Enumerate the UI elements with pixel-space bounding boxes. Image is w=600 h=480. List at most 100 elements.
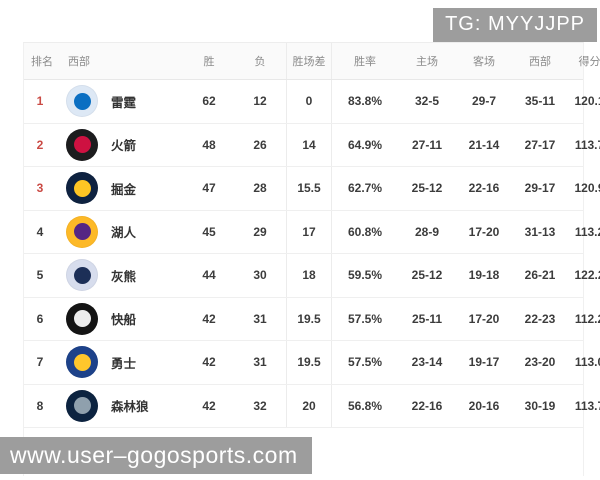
timberwolves-logo-inner	[73, 397, 91, 415]
rockets-logo-inner	[73, 136, 91, 154]
team-row-湖人[interactable]: 4 湖人 45 29 17 60.8% 28-9 17-20 31-13 113.2	[24, 210, 600, 254]
header-cell-losses: 负	[254, 56, 266, 68]
rank-cell: 3	[36, 181, 44, 196]
wins-cell: 44	[202, 268, 216, 283]
points-cell: 113.7	[574, 398, 600, 413]
points-cell: 122.2	[574, 268, 600, 283]
nuggets-logo-inner	[73, 179, 91, 197]
west-record-cell: 27-17	[524, 137, 556, 152]
losses-cell: 30	[253, 268, 267, 283]
wins-cell: 48	[202, 137, 216, 152]
losses-cell: 28	[253, 181, 267, 196]
team-name: 湖人	[111, 226, 137, 241]
home-record-cell: 32-5	[414, 94, 440, 109]
points-cell: 112.2	[574, 311, 600, 326]
wins-cell: 47	[202, 181, 216, 196]
team-row-快船[interactable]: 6 快船 42 31 19.5 57.5% 25-11 17-20 22-23 112.2	[24, 297, 600, 341]
games-behind-cell: 0	[286, 80, 332, 123]
home-record-cell: 25-11	[411, 311, 443, 326]
win-pct-cell: 60.8%	[347, 224, 383, 239]
team-cell: 湖人	[56, 215, 184, 248]
clippers-logo-inner	[73, 310, 91, 328]
losses-cell: 12	[253, 94, 267, 109]
games-behind-cell: 17	[286, 210, 332, 253]
rank-cell: 6	[36, 311, 44, 326]
nuggets-logo	[66, 172, 98, 205]
rank-cell: 8	[36, 398, 44, 413]
west-record-cell: 30-19	[524, 398, 556, 413]
points-cell: 120.9	[574, 181, 600, 196]
points-cell: 113.0	[574, 355, 600, 370]
losses-cell: 31	[253, 355, 267, 370]
header-cell-home: 主场	[416, 56, 438, 68]
team-row-勇士[interactable]: 7 勇士 42 31 19.5 57.5% 23-14 19-17 23-20 113.0	[24, 341, 600, 385]
wins-cell: 42	[202, 398, 216, 413]
wins-cell: 45	[202, 224, 216, 239]
home-record-cell: 23-14	[411, 355, 443, 370]
header-cell-team: 西部	[68, 56, 90, 68]
header-cell-pts: 得分	[578, 56, 600, 68]
home-record-cell: 22-16	[411, 398, 443, 413]
clippers-logo	[66, 302, 98, 335]
grizzlies-logo	[66, 259, 98, 292]
win-pct-cell: 64.9%	[347, 137, 383, 152]
wins-cell: 42	[202, 311, 216, 326]
games-behind-cell: 19.5	[286, 341, 332, 384]
team-name: 森林狼	[111, 400, 149, 415]
team-row-森林狼[interactable]: 8 森林狼 42 32 20 56.8% 22-16 20-16 30-19 113.7	[24, 384, 600, 428]
win-pct-cell: 83.8%	[347, 94, 383, 109]
games-behind-cell: 15.5	[286, 167, 332, 210]
rockets-logo	[66, 128, 98, 161]
win-pct-cell: 57.5%	[347, 355, 383, 370]
win-pct-cell: 56.8%	[347, 398, 383, 413]
away-record-cell: 22-16	[468, 181, 500, 196]
west-record-cell: 35-11	[524, 94, 556, 109]
team-row-掘金[interactable]: 3 掘金 47 28 15.5 62.7% 25-12 22-16 29-17 120.9	[24, 167, 600, 211]
header-cell-gb: 胜场差	[286, 43, 332, 79]
standings-rows: 1雷霆6212083.8%32-529-735-11120.12火箭482614…	[24, 80, 600, 428]
lakers-logo-inner	[73, 223, 91, 241]
rank-cell: 5	[36, 268, 44, 283]
rank-cell: 2	[36, 137, 44, 152]
away-record-cell: 19-17	[468, 355, 500, 370]
timberwolves-logo	[66, 389, 98, 422]
tg-badge: TG: MYYJJPP	[433, 8, 597, 42]
away-record-cell: 19-18	[468, 268, 500, 283]
team-name: 雷霆	[111, 95, 137, 110]
points-cell: 120.1	[574, 94, 600, 109]
team-row-灰熊[interactable]: 5 灰熊 44 30 18 59.5% 25-12 19-18 26-21 122.2	[24, 254, 600, 298]
thunder-logo-inner	[73, 92, 91, 110]
header-cell-away: 客场	[473, 56, 495, 68]
lakers-logo	[66, 215, 98, 248]
win-pct-cell: 62.7%	[347, 181, 383, 196]
standings-table: 排名 西部胜负胜场差 胜率 主场 客场 西部 得分 1 雷霆 62 12 0 83.8% 32-5 29-…	[23, 42, 600, 476]
team-name: 火箭	[111, 139, 137, 154]
team-cell: 火箭	[56, 128, 184, 161]
grizzlies-logo-inner	[73, 266, 91, 284]
wins-cell: 62	[202, 94, 216, 109]
header-cell-west: 西部	[529, 56, 551, 68]
team-cell: 灰熊	[56, 259, 184, 292]
games-behind-cell: 20	[286, 384, 332, 427]
home-record-cell: 28-9	[414, 224, 440, 239]
team-cell: 雷霆	[56, 85, 184, 118]
team-name: 快船	[111, 313, 137, 328]
away-record-cell: 20-16	[468, 398, 500, 413]
away-record-cell: 17-20	[468, 311, 500, 326]
team-row-雷霆[interactable]: 1 雷霆 62 12 0 83.8% 32-5 29-7 35-11 120.1	[24, 80, 600, 124]
thunder-logo	[66, 85, 98, 118]
away-record-cell: 17-20	[468, 224, 500, 239]
home-record-cell: 27-11	[411, 137, 443, 152]
games-behind-cell: 14	[286, 123, 332, 166]
wins-cell: 42	[202, 355, 216, 370]
team-name: 灰熊	[111, 269, 137, 284]
rank-cell: 4	[36, 224, 44, 239]
team-cell: 快船	[56, 302, 184, 335]
team-row-火箭[interactable]: 2 火箭 48 26 14 64.9% 27-11 21-14 27-17 113.7	[24, 123, 600, 167]
games-behind-cell: 18	[286, 254, 332, 297]
rank-cell: 1	[36, 94, 44, 109]
header-cell-rank: 排名	[31, 56, 53, 68]
west-record-cell: 31-13	[524, 224, 556, 239]
losses-cell: 26	[253, 137, 267, 152]
